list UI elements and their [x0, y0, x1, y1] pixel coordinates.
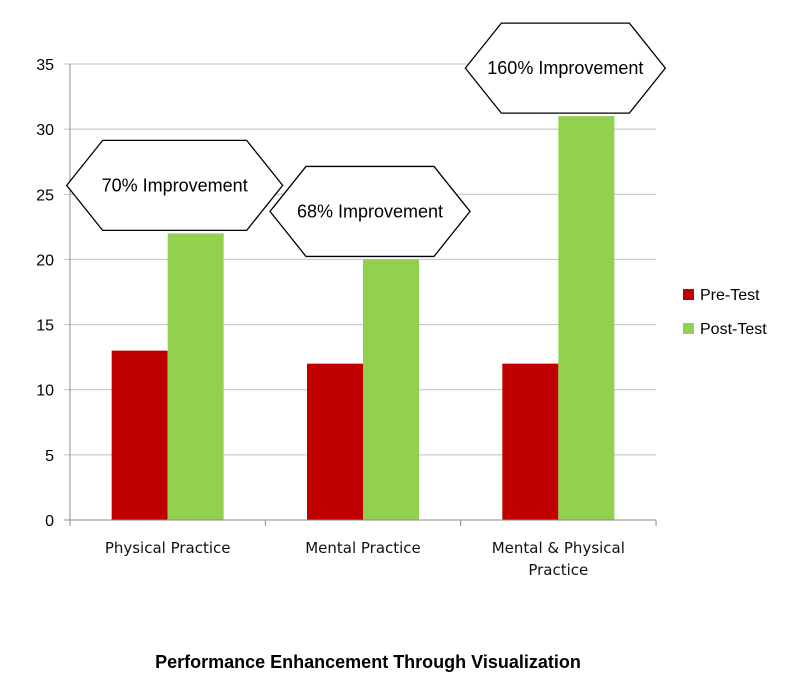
bar-post-test	[167, 233, 224, 520]
x-tick-label: Mental Practice	[305, 539, 421, 557]
axes: 0 5 10 15 20 25 30 35 Physical Practice Mental Pr…	[36, 57, 657, 579]
y-tick-label: 35	[36, 57, 54, 74]
legend-label: Post-Test	[700, 321, 767, 338]
bar-post-test	[558, 116, 615, 520]
y-tick-label: 5	[45, 448, 54, 465]
improvement-callout-label: 68% Improvement	[297, 201, 443, 221]
bars	[111, 116, 615, 520]
bar-post-test	[363, 259, 419, 520]
y-tick-label: 25	[36, 187, 54, 204]
chart-title: Performance Enhancement Through Visualiz…	[155, 652, 581, 672]
improvement-callout-shape	[269, 165, 471, 258]
legend-label: Pre-Test	[700, 287, 760, 304]
x-tick-label: Physical Practice	[105, 539, 231, 557]
improvement-callout-shape	[65, 139, 284, 232]
legend-swatch	[683, 289, 694, 300]
bar-pre-test	[502, 363, 559, 520]
y-tick-label: 15	[36, 318, 54, 335]
bar-pre-test	[111, 350, 168, 520]
x-tick-label: Practice	[528, 561, 588, 579]
y-tick-label: 20	[36, 252, 54, 269]
x-tick-label: Mental & Physical	[492, 539, 625, 557]
legend: Pre-Test Post-Test	[683, 287, 767, 338]
bar-pre-test	[307, 363, 363, 520]
callouts: 70% Improvement 68% Improvement 160% Impro…	[65, 22, 667, 258]
legend-swatch	[683, 323, 694, 334]
y-tick-label: 0	[45, 513, 54, 530]
improvement-callout-label: 70% Improvement	[102, 175, 248, 195]
y-tick-label: 30	[36, 122, 54, 139]
improvement-callout-shape	[464, 22, 667, 114]
y-tick-label: 10	[36, 383, 54, 400]
improvement-callout-label: 160% Improvement	[487, 58, 643, 78]
